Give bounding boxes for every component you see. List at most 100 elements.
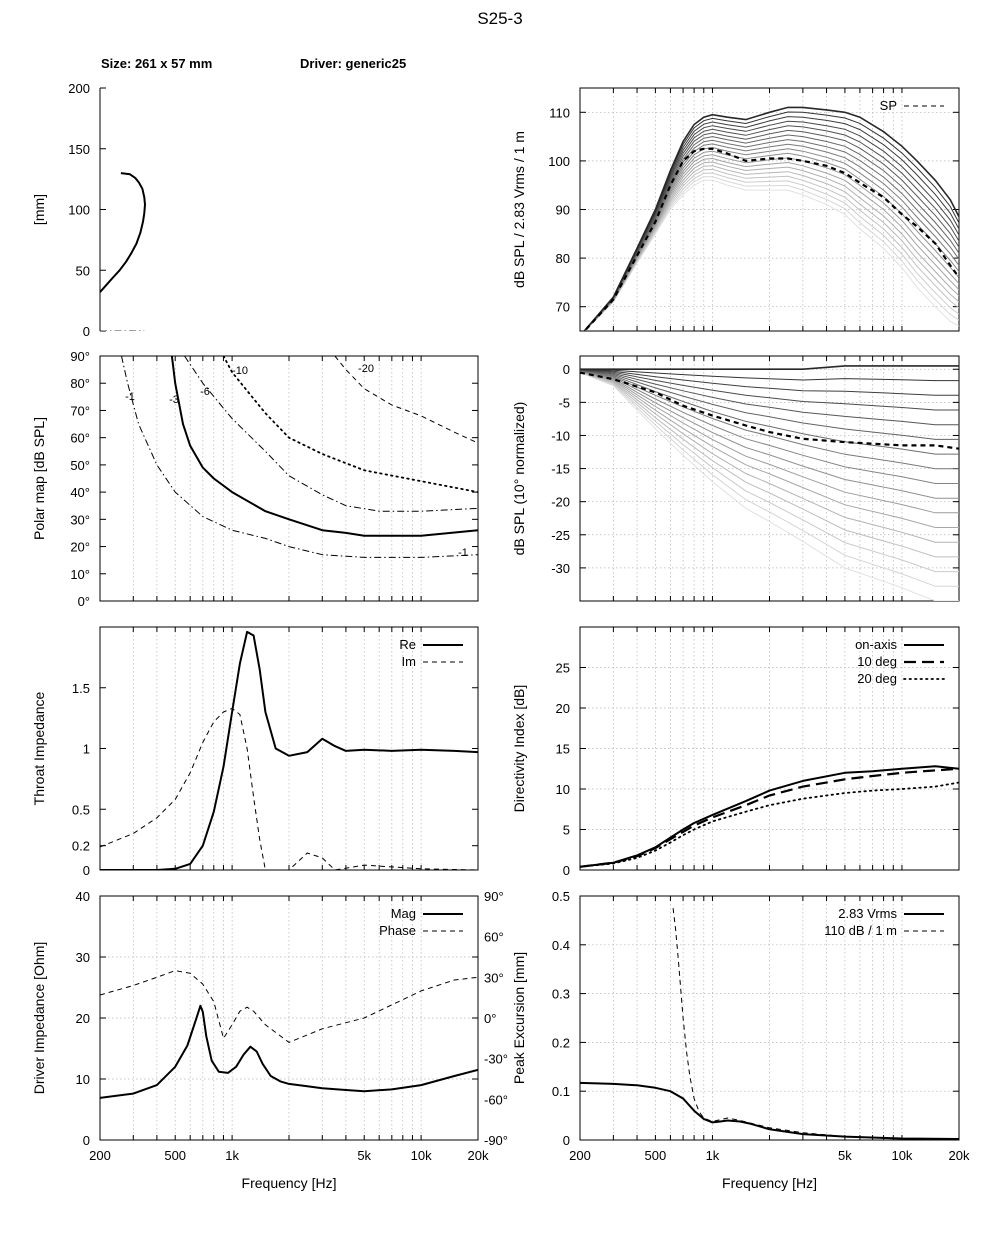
x-tick-label: 20k xyxy=(949,1148,970,1163)
spl-sp-curve xyxy=(582,147,959,331)
norm-angle-curve xyxy=(580,369,959,411)
y-tick-label: -5 xyxy=(558,395,570,410)
plot-frame xyxy=(579,895,960,1141)
spl-angle-curve xyxy=(584,172,959,331)
legend-label: 110 dB / 1 m xyxy=(824,923,897,938)
y-axis-label: Throat Impedance xyxy=(31,691,47,805)
norm-angle-curve xyxy=(580,369,959,396)
y-tick-label: 0 xyxy=(83,863,90,878)
spl-angle-curve xyxy=(583,129,959,331)
legend-label: on-axis xyxy=(855,637,897,652)
polar-contour-label: -10 xyxy=(232,365,248,377)
x-axis-label: Frequency [Hz] xyxy=(242,1175,337,1191)
spl-angle-curve xyxy=(583,125,959,331)
polar-contour--3 xyxy=(170,356,478,537)
y-tick-label: 20 xyxy=(556,701,570,716)
y-tick-label: 100 xyxy=(548,154,570,169)
y2-tick-label: 90° xyxy=(484,889,504,904)
y-tick-label: 50 xyxy=(76,263,90,278)
spl-angle-curve xyxy=(583,120,959,331)
legend-label: Im xyxy=(402,654,416,669)
figure-title: S25-3 xyxy=(477,9,522,28)
panel-exc: 200 500 1k 5k 10k 20k 0 0.1 0.2 0.3 0.4 0.5 Peak Exc… xyxy=(511,889,970,1191)
throat-im-curve xyxy=(100,707,478,870)
x-tick-label: 5k xyxy=(838,1148,852,1163)
norm-angle-curve xyxy=(580,372,959,601)
y-tick-label: 0 xyxy=(563,1133,570,1148)
panel-di: 0 5 10 15 20 25 Directivity Index [dB] on-axis 1… xyxy=(511,626,960,878)
y-axis-label: dB SPL (10° normalized) xyxy=(511,402,527,556)
legend-label: 10 deg xyxy=(857,654,897,669)
y-tick-label: 30 xyxy=(76,950,90,965)
plot-frame xyxy=(579,87,960,332)
y-tick-label: 200 xyxy=(68,81,90,96)
y-tick-label: 20 xyxy=(76,1011,90,1026)
x-tick-label: 10k xyxy=(891,1148,912,1163)
panel-polar: 0° 10° 20° 30° 40° 50° 60° 70° 80° 90° Polar map [… xyxy=(31,349,479,609)
polar-contour--1 xyxy=(121,356,478,558)
y-tick-label: 80° xyxy=(70,376,90,391)
y-tick-label: 0.2 xyxy=(72,839,90,854)
norm-angle-curve xyxy=(580,371,959,543)
driver-magnitude-curve xyxy=(100,1004,478,1099)
series-group xyxy=(100,172,146,331)
x-tick-label: 200 xyxy=(89,1148,111,1163)
series-group xyxy=(580,365,959,601)
excursion-curve xyxy=(672,908,959,1140)
norm-angle-curve xyxy=(580,370,959,455)
spl-angle-curve xyxy=(583,168,959,331)
legend-label: SP xyxy=(880,98,897,113)
panel-profile: 0 50 100 150 200 [mm] xyxy=(31,81,146,339)
y-tick-label: 40 xyxy=(76,889,90,904)
norm-angle-curve xyxy=(580,369,959,382)
x-tick-label: 20k xyxy=(468,1148,489,1163)
x-axis-label: Frequency [Hz] xyxy=(722,1175,817,1191)
y-tick-label: 70 xyxy=(556,300,570,315)
y-tick-label: 0.1 xyxy=(552,1084,570,1099)
driver-phase-curve xyxy=(100,970,478,1043)
spl-angle-curve xyxy=(583,116,959,331)
norm-angle-curve xyxy=(580,370,959,470)
y-tick-label: 20° xyxy=(70,540,90,555)
y-tick-label: 0 xyxy=(563,362,570,377)
polar-contour-label: -1 xyxy=(125,391,135,403)
y2-tick-label: -30° xyxy=(484,1052,508,1067)
y-tick-label: 70° xyxy=(70,403,90,418)
polar-contour-label: -6 xyxy=(200,386,210,398)
x-tick-label: 500 xyxy=(164,1148,186,1163)
y-tick-label: -25 xyxy=(551,528,570,543)
legend-label: Phase xyxy=(379,923,416,938)
panel-spl: 70 80 90 100 110 dB SPL / 2.83 Vrms / 1 m SP xyxy=(511,87,960,332)
y-axis-label: Polar map [dB SPL] xyxy=(31,417,47,540)
x-tick-label: 1k xyxy=(225,1148,239,1163)
spl-angle-curve xyxy=(584,179,959,331)
y-tick-label: -30 xyxy=(551,561,570,576)
norm-angle-curve xyxy=(580,371,959,558)
y2-tick-label: 30° xyxy=(484,970,504,985)
y-axis-label: [mm] xyxy=(31,194,47,225)
norm-angle-curve xyxy=(580,369,959,426)
spl-angle-curve xyxy=(583,146,959,331)
norm-angle-curve xyxy=(580,371,959,573)
polar-contour--10 xyxy=(222,356,478,493)
legend-label: Re xyxy=(399,637,416,652)
norm-angle-curve xyxy=(580,365,959,370)
polar-contour-label: -3 xyxy=(169,394,179,406)
plot-frame xyxy=(579,626,960,871)
series-group xyxy=(580,908,959,1140)
legend-label: Mag xyxy=(391,906,416,921)
y-tick-label: 1.5 xyxy=(72,681,90,696)
y-tick-label: 40° xyxy=(70,485,90,500)
series-group xyxy=(100,630,478,870)
spl-angle-curve xyxy=(583,157,959,331)
y-axis-label: Directivity Index [dB] xyxy=(511,685,527,813)
y-tick-label: 100 xyxy=(68,203,90,218)
series-group xyxy=(100,970,478,1099)
series-group xyxy=(580,765,959,868)
series-group xyxy=(121,356,478,558)
spl-angle-curve xyxy=(583,165,959,331)
series-group xyxy=(582,106,959,331)
throat-re-curve xyxy=(100,630,478,870)
y-tick-label: -20 xyxy=(551,495,570,510)
